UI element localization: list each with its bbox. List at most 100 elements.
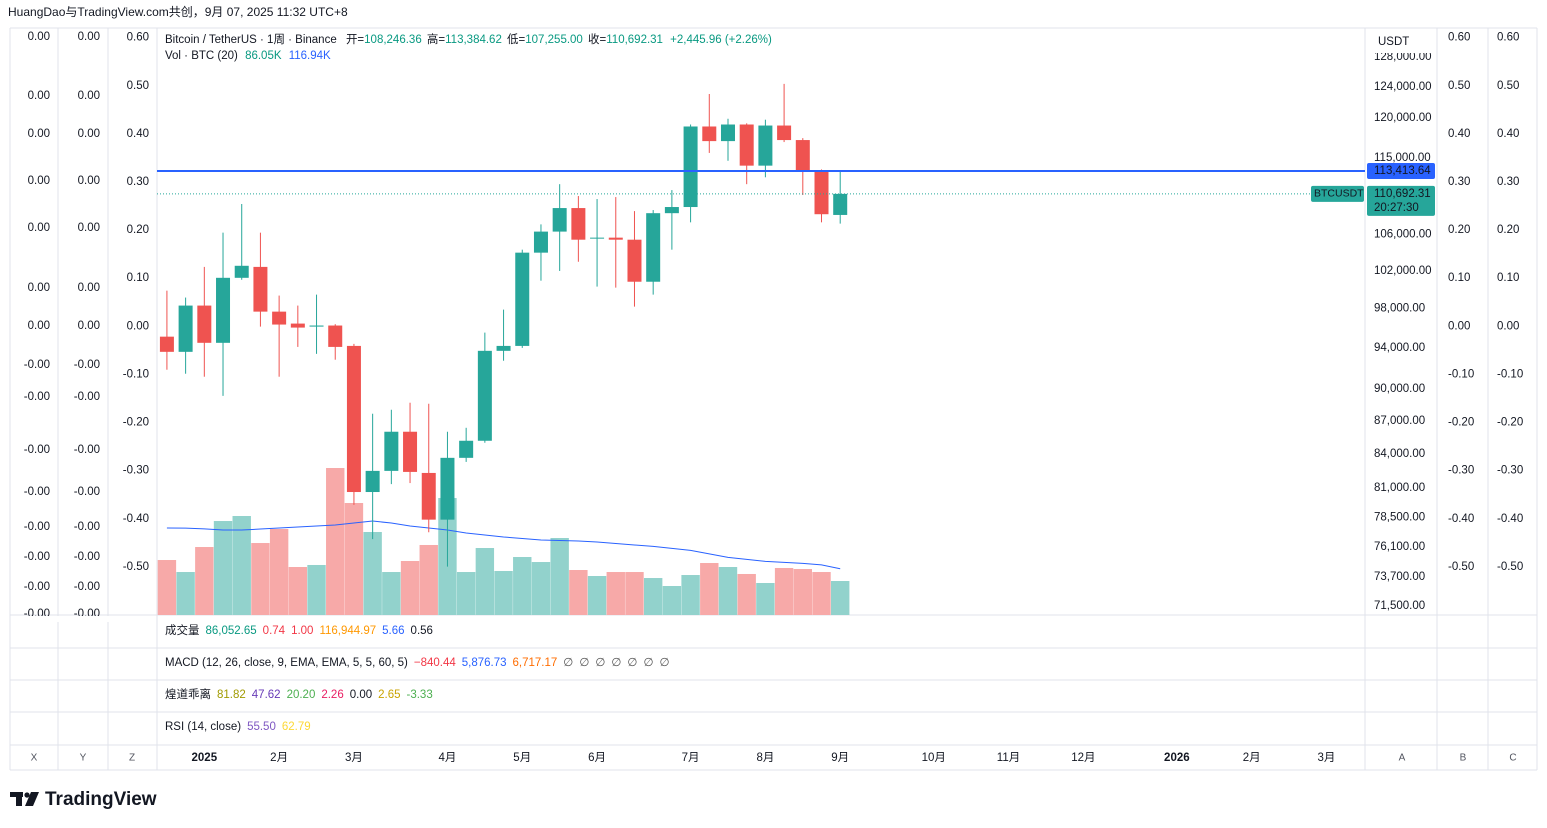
left-scale-label: 0.00	[28, 282, 50, 294]
header: HuangDao与TradingView.com共创，9月 07, 2025 1…	[8, 5, 348, 19]
legend-value: 86.05K	[245, 50, 282, 62]
pane-value: ∅	[563, 657, 573, 669]
pane-value: 5.66	[382, 625, 404, 637]
candle-body	[234, 265, 249, 278]
volume-bar	[419, 544, 438, 615]
x-tick-label: 2月	[270, 752, 288, 764]
volume-bar	[363, 531, 382, 615]
level-label: 113,413.64	[1374, 165, 1431, 177]
pane-legend: 成交量 86,052.65 0.74 1.00 116,944.97 5.66 0.56	[165, 623, 433, 637]
separators	[9, 27, 1538, 771]
volume-bar	[400, 560, 420, 615]
volume-bar	[681, 575, 700, 615]
volume-bar	[494, 570, 513, 615]
corner-label: B	[1460, 753, 1467, 764]
legend-value: 107,255.00	[525, 34, 583, 46]
level-label-box	[1367, 163, 1435, 180]
left-scale-label: -0.00	[74, 486, 100, 498]
candle-body	[253, 266, 268, 312]
candle-body	[403, 431, 418, 472]
candle-body	[646, 213, 661, 282]
y-unit: USDT	[1378, 36, 1409, 48]
y2-tick-label: 0.50	[1497, 80, 1519, 92]
volume-bar	[793, 569, 813, 615]
logo: TradingView	[10, 789, 157, 810]
y-tick-label: 84,000.00	[1374, 448, 1425, 460]
corner-label: C	[1509, 753, 1516, 764]
y-tick-label: 102,000.00	[1374, 265, 1432, 277]
volume-bar	[606, 572, 625, 615]
candle-body	[178, 305, 193, 352]
volume-bar	[569, 570, 588, 615]
y-tick-label: 81,000.00	[1374, 482, 1425, 494]
pane-title: RSI (14, close)	[165, 721, 241, 733]
y2-tick-label: -0.10	[123, 368, 149, 380]
symbol-label: BTCUSDT	[1314, 188, 1364, 200]
left-scale-label: -0.00	[24, 551, 50, 563]
candle-body	[795, 140, 810, 171]
y2-tick-label: 0.00	[1448, 320, 1470, 332]
pane-value: 62.79	[282, 721, 311, 733]
y-tick-label: 124,000.00	[1374, 81, 1432, 93]
x-tick-label: 3月	[1318, 752, 1336, 764]
pane-value: ∅	[595, 657, 605, 669]
y2-tick-label: 0.10	[1448, 272, 1470, 284]
left-scale-label: -0.00	[74, 521, 100, 533]
volume-bar	[531, 562, 551, 615]
y2-tick-label: -0.30	[123, 465, 149, 477]
volume-bar	[756, 583, 775, 615]
y2-tick-label: -0.10	[1448, 368, 1474, 380]
left-scale-label: 0.00	[78, 320, 100, 332]
legend-change: +2,445.96 (+2.26%)	[670, 34, 772, 46]
pane-value: ∅	[659, 657, 669, 669]
y-tick-label: 73,700.00	[1374, 571, 1425, 583]
candle-body	[309, 325, 324, 327]
left-scale-label: 0.00	[28, 31, 50, 43]
y2-tick-label: 0.40	[1448, 128, 1470, 140]
candle-body	[571, 208, 586, 240]
y2-tick-label: 0.50	[127, 80, 149, 92]
pane-value: 20.20	[287, 689, 316, 701]
left-scale-label: 0.00	[78, 282, 100, 294]
x-tick-label: 2025	[192, 752, 218, 764]
y2-tick-label: -0.50	[123, 561, 149, 573]
y2-tick-label: -0.30	[1448, 465, 1474, 477]
y2-tick-label: 0.20	[1448, 224, 1470, 236]
candle-body	[477, 350, 492, 441]
x-tick-label: 2026	[1164, 752, 1190, 764]
y-tick-label: 128,000.00	[1374, 51, 1432, 63]
candle-body	[197, 305, 212, 343]
axis-cover	[11, 616, 156, 622]
candle-body	[739, 124, 754, 166]
pane-value: −840.44	[414, 657, 456, 669]
pane-value: 2.65	[378, 689, 400, 701]
plot-area	[157, 83, 1365, 615]
pane-legend: MACD (12, 26, close, 9, EMA, EMA, 5, 5, …	[165, 657, 670, 669]
legend-label: 收=	[588, 32, 606, 46]
volume-bar	[307, 564, 326, 615]
candle-body	[664, 207, 679, 214]
candle-body	[814, 170, 829, 215]
candle-body	[384, 431, 399, 471]
volume-bar	[213, 521, 233, 615]
legend-value: 116.94K	[289, 50, 331, 62]
left-scale-label: -0.00	[74, 359, 100, 371]
volume-bar	[326, 468, 345, 615]
volume-bar	[232, 515, 251, 615]
volume-bar	[288, 567, 308, 615]
y2-tick-label: 0.40	[127, 128, 149, 140]
y2-tick-label: 0.30	[1497, 176, 1519, 188]
y2-tick-label: 0.60	[127, 32, 149, 44]
left-scale-label: -0.00	[24, 391, 50, 403]
corner-label: A	[1399, 753, 1406, 764]
x-tick-label: 6月	[588, 752, 606, 764]
y2-tick-label: -0.20	[1497, 417, 1523, 429]
pane-title: 成交量	[165, 623, 200, 637]
logo-text: TradingView	[45, 789, 157, 810]
x-tick-label: 11月	[997, 752, 1020, 764]
candle-body	[159, 336, 174, 352]
legend-title: Bitcoin / TetherUS · 1周 · Binance	[165, 33, 337, 46]
volume-bar	[382, 572, 401, 615]
